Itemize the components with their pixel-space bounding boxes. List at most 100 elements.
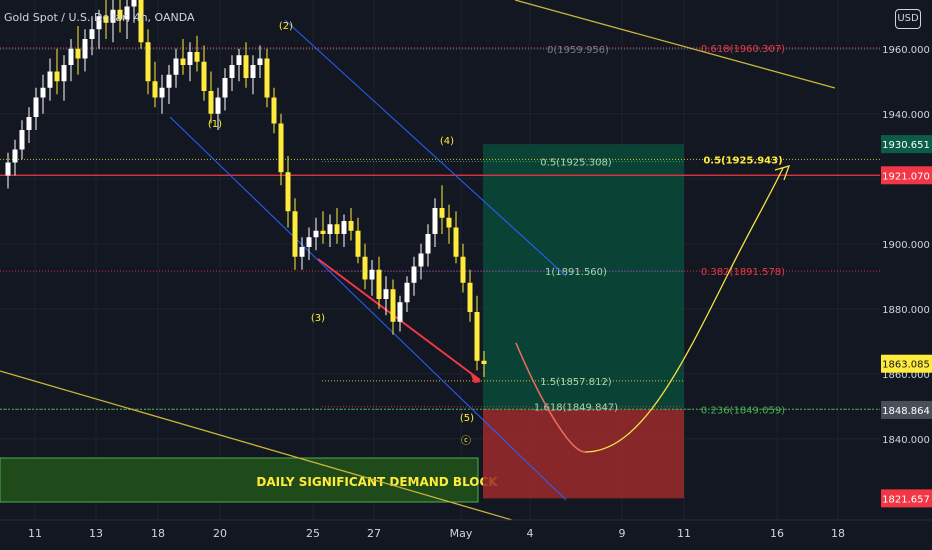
- candle-body: [61, 65, 67, 82]
- candle-body: [12, 149, 18, 163]
- candle-body: [257, 58, 263, 65]
- price-tick-label: 1960.000: [882, 45, 930, 56]
- candle-body: [446, 217, 452, 228]
- candle-body: [124, 6, 130, 20]
- fib-extension-label: 1(1891.560): [545, 267, 607, 278]
- price-badge: [881, 400, 932, 419]
- candle-body: [208, 91, 214, 114]
- time-tick-label: 11: [28, 527, 42, 540]
- candle-body: [215, 97, 221, 114]
- price-badges: 1930.651 1921.070 1863.085 1848.864 1821.657: [881, 135, 932, 508]
- candle-body: [19, 130, 25, 150]
- price-tick-label: 1880.000: [882, 305, 930, 316]
- candle-body: [474, 312, 480, 361]
- time-tick-label: 27: [367, 527, 381, 540]
- fib-retracement-label: 0.382(1891.578): [701, 267, 785, 278]
- time-tick-label: 25: [306, 527, 320, 540]
- demand-block-label: DAILY SIGNIFICANT DEMAND BLOCK: [256, 475, 498, 489]
- candle-body: [229, 65, 235, 78]
- candle-body: [89, 29, 95, 39]
- candle-body: [138, 0, 144, 43]
- candle-body: [278, 123, 284, 173]
- candle-body: [341, 221, 347, 234]
- price-badge: [881, 135, 932, 154]
- candle-body: [418, 253, 424, 267]
- candle-body: [187, 52, 193, 65]
- candles: [5, 0, 487, 377]
- time-tick-label: 16: [770, 527, 784, 540]
- candle-body: [159, 87, 165, 98]
- price-axis[interactable]: [880, 0, 932, 520]
- candle-body: [397, 302, 403, 322]
- candle-body: [285, 172, 291, 212]
- projection-path-dip: [515, 342, 586, 453]
- price-tick-label: 1860.000: [882, 370, 930, 381]
- candle-body: [355, 230, 361, 257]
- candle-body: [33, 97, 39, 117]
- candle-body: [299, 247, 305, 257]
- time-tick-label: 20: [213, 527, 227, 540]
- candle-body: [383, 289, 389, 299]
- wave-label: (1): [208, 119, 222, 130]
- time-tick-label: May: [450, 527, 473, 540]
- fib-retracement-label: 0.5(1925.943): [703, 155, 782, 166]
- candle-body: [306, 237, 312, 247]
- candle-body: [145, 42, 151, 82]
- upper-yellow-trendline: [514, 0, 836, 89]
- price-tick-label: 1940.000: [882, 110, 930, 121]
- time-tick-label: 9: [619, 527, 626, 540]
- price-badge-label: 1930.651: [882, 140, 930, 151]
- candle-body: [313, 230, 319, 238]
- candle-body: [103, 16, 109, 23]
- price-badge: [881, 354, 932, 373]
- candle-body: [250, 65, 256, 78]
- candle-body: [348, 221, 354, 231]
- candle-body: [117, 9, 123, 20]
- red-arrow-head: [470, 372, 481, 383]
- price-tick-label: 1900.000: [882, 240, 930, 251]
- candle-body: [194, 52, 200, 62]
- candle-body: [460, 256, 466, 283]
- price-tick-label: 1840.000: [882, 435, 930, 446]
- time-tick-label: 4: [527, 527, 534, 540]
- candle-body: [362, 256, 368, 280]
- candle-body: [40, 87, 46, 98]
- price-badge-label: 1821.657: [882, 494, 930, 505]
- fib-retracement-label: 0.618(1960.307): [701, 44, 785, 55]
- candle-body: [68, 48, 74, 65]
- fib-levels: 0(1959.956) 0.618(1960.307) 0.5(1925.943) 0…: [0, 44, 880, 416]
- profit-zone: [483, 144, 684, 410]
- wave-labels: (1) (2) (3) (4) (5) ⓒ: [208, 21, 474, 447]
- candle-body: [166, 74, 172, 88]
- wave-label: (5): [460, 413, 474, 424]
- candle-body: [243, 55, 249, 78]
- time-tick-label: 18: [151, 527, 165, 540]
- fib-extension-label: 1.5(1857.812): [540, 377, 612, 388]
- loss-zone: [483, 409, 684, 499]
- candle-body: [82, 39, 88, 59]
- candle-body: [180, 58, 186, 65]
- candle-body: [425, 234, 431, 254]
- candle-body: [327, 224, 333, 234]
- candle-body: [411, 266, 417, 283]
- candle-body: [292, 211, 298, 257]
- candle-body: [152, 81, 158, 98]
- symbol-title: Gold Spot / U.S. Dollar, 4h, OANDA: [4, 11, 195, 24]
- price-badge: [881, 166, 932, 185]
- candle-body: [110, 9, 116, 23]
- candle-body: [334, 224, 340, 234]
- candle-body: [75, 48, 81, 59]
- wave-label: (3): [311, 313, 325, 324]
- candle-body: [264, 58, 270, 98]
- candle-body: [376, 269, 382, 299]
- time-tick-label: 18: [831, 527, 845, 540]
- candle-body: [453, 227, 459, 257]
- fib-extension-label: 0.5(1925.308): [540, 157, 612, 168]
- lower-yellow-trendline: [0, 370, 513, 521]
- candle-body: [481, 360, 487, 364]
- candle-body: [467, 282, 473, 312]
- currency-button[interactable]: USD: [895, 9, 921, 29]
- candle-body: [432, 208, 438, 234]
- price-badge-label: 1848.864: [882, 406, 930, 417]
